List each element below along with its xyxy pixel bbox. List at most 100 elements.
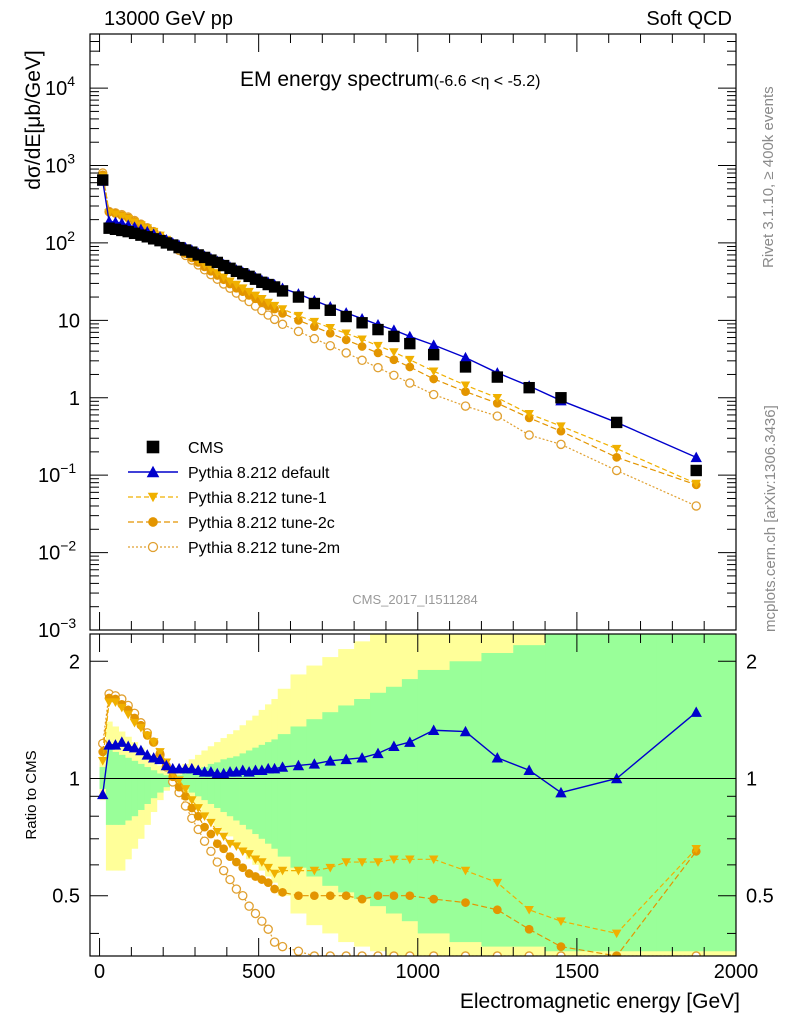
ratio-point-default-30 xyxy=(308,758,321,769)
spectrum-point-cms-36 xyxy=(404,337,416,350)
ratio-point-tune2c-30 xyxy=(309,891,319,901)
spectrum-point-default-38 xyxy=(459,351,472,363)
ratio-point-tune2c-14 xyxy=(187,803,197,813)
band-green-bin-27 xyxy=(271,739,279,849)
spectrum-point-tune2c-38 xyxy=(461,387,470,397)
ratio-point-default-4 xyxy=(122,740,134,751)
spectrum-point-cms-26 xyxy=(262,278,274,291)
ratio-point-tune1-19 xyxy=(218,832,229,842)
ratio-point-default-15 xyxy=(192,764,204,775)
chart-title: EM energy spectrum(-6.6 <η < -5.2) xyxy=(240,68,540,92)
ratio-point-tune2m-27 xyxy=(269,937,280,947)
spectrum-point-default-37 xyxy=(427,339,440,350)
ratio-frame xyxy=(89,633,737,957)
ratio-point-tune2c-16 xyxy=(200,822,209,832)
legend-entry-default: Pythia 8.212 default xyxy=(128,465,330,482)
spectrum-point-tune2c-35 xyxy=(389,355,399,365)
spectrum-point-tune1-42 xyxy=(611,444,622,454)
legend: CMS Pythia 8.212 default Pythia 8.212 tune… xyxy=(128,440,340,557)
ratio-point-tune2c-21 xyxy=(232,857,241,867)
ratio-point-default-14 xyxy=(186,762,198,774)
ratio-point-tune1-35 xyxy=(389,855,399,865)
spectrum-point-tune1-37 xyxy=(428,367,439,377)
spectrum-point-cms-42 xyxy=(610,416,623,429)
band-green-bin-25 xyxy=(258,744,266,839)
band-green-bin-14 xyxy=(188,770,196,793)
chart-title-eta-range: (-6.6 <η < -5.2) xyxy=(433,73,541,90)
spectrum-point-tune2m-37 xyxy=(428,389,439,400)
ratio-point-default-36 xyxy=(404,736,416,747)
chart-title-main: EM energy spectrum xyxy=(240,68,434,91)
spectrum-line-tune2c xyxy=(102,174,697,486)
ratio-point-tune1-14 xyxy=(187,796,197,805)
spectrum-point-default-43 xyxy=(690,451,702,463)
ratio-point-tune1-28 xyxy=(277,866,288,876)
spectrum-point-tune1-28 xyxy=(277,305,288,314)
legend-marker-default xyxy=(146,465,160,478)
band-green-bin-30 xyxy=(306,719,323,877)
band-green-bin-23 xyxy=(245,750,253,830)
ratio-point-default-3 xyxy=(116,736,128,747)
ratio-y-tick-label-left-0: 0.5 xyxy=(52,886,80,908)
spectrum-point-tune2c-34 xyxy=(373,348,383,358)
ratio-point-tune1-36 xyxy=(405,855,415,865)
spectrum-point-tune2m-34 xyxy=(373,362,383,373)
spectrum-point-tune1-39 xyxy=(492,393,503,403)
legend-entry-tune2c: Pythia 8.212 tune-2c xyxy=(128,515,335,532)
spectrum-point-cms-9 xyxy=(154,234,166,247)
legend-label-tune2m: Pythia 8.212 tune-2m xyxy=(188,540,340,557)
x-tick-label-2: 1000 xyxy=(396,961,441,983)
spectrum-point-tune2m-41 xyxy=(556,439,566,450)
spectrum-point-cms-33 xyxy=(356,317,368,329)
spectrum-point-cms-38 xyxy=(459,361,472,373)
legend-entry-cms: CMS xyxy=(146,440,224,457)
spectrum-point-tune1-33 xyxy=(357,335,367,344)
ratio-point-tune2c-20 xyxy=(225,852,235,861)
ratio-point-tune1-18 xyxy=(212,827,223,837)
spectrum-point-cms-30 xyxy=(308,297,321,310)
ratio-point-tune1-21 xyxy=(231,842,242,851)
ratio-point-tune2c-22 xyxy=(238,863,248,873)
spectrum-point-tune1-24 xyxy=(250,291,261,301)
header-left-energy-label: 13000 GeV pp xyxy=(104,8,233,30)
ratio-point-tune1-39 xyxy=(492,878,503,888)
spectrum-point-cms-4 xyxy=(122,225,134,238)
band-green-bin-26 xyxy=(265,742,272,844)
ratio-point-default-40 xyxy=(523,764,535,775)
ratio-point-tune2c-34 xyxy=(373,891,383,901)
legend-label-cms: CMS xyxy=(188,440,224,457)
spectrum-point-tune2m-43 xyxy=(691,501,701,511)
ratio-point-tune1-43 xyxy=(691,844,701,854)
spectrum-point-tune2m-31 xyxy=(325,340,335,351)
spectrum-y-tick-label-4: 10 xyxy=(58,310,80,332)
ratio-point-tune2m-17 xyxy=(206,846,216,857)
spectrum-point-tune2c-41 xyxy=(556,426,566,436)
ratio-point-tune2c-27 xyxy=(270,884,279,894)
band-green-bin-31 xyxy=(322,712,339,886)
spectrum-point-cms-27 xyxy=(268,281,281,293)
spectrum-point-cms-22 xyxy=(237,268,249,280)
ratio-point-default-9 xyxy=(154,753,166,765)
ratio-point-tune2c-41 xyxy=(556,942,566,951)
ratio-point-tune1-15 xyxy=(193,804,203,813)
legend-marker-tune2c xyxy=(148,517,158,527)
ratio-point-tune1-17 xyxy=(206,818,216,828)
ratio-y-tick-label-left-1: 1 xyxy=(69,768,80,790)
axes-group: 10−3 10−2 10−1 1 10 102 103 104 0 500 1000 1500 2000… xyxy=(38,33,774,983)
spectrum-point-tune1-26 xyxy=(263,298,273,308)
spectrum-point-cms-17 xyxy=(205,254,217,266)
ratio-point-default-38 xyxy=(459,725,472,737)
spectrum-series-group xyxy=(97,168,702,511)
spectrum-point-tune1-21 xyxy=(231,280,242,290)
spectrum-point-tune1-22 xyxy=(237,284,248,293)
spectrum-point-tune1-34 xyxy=(373,341,383,351)
ratio-point-tune2c-37 xyxy=(429,894,439,904)
band-green-bin-22 xyxy=(239,753,247,825)
ratio-point-tune2c-12 xyxy=(174,782,184,792)
legend-marker-tune1 xyxy=(147,492,159,503)
spectrum-point-tune1-19 xyxy=(218,273,229,283)
band-green-bin-1 xyxy=(105,749,113,825)
ratio-point-default-8 xyxy=(147,752,160,763)
spectrum-point-cms-34 xyxy=(372,323,384,336)
spectrum-point-tune1-20 xyxy=(225,277,235,286)
